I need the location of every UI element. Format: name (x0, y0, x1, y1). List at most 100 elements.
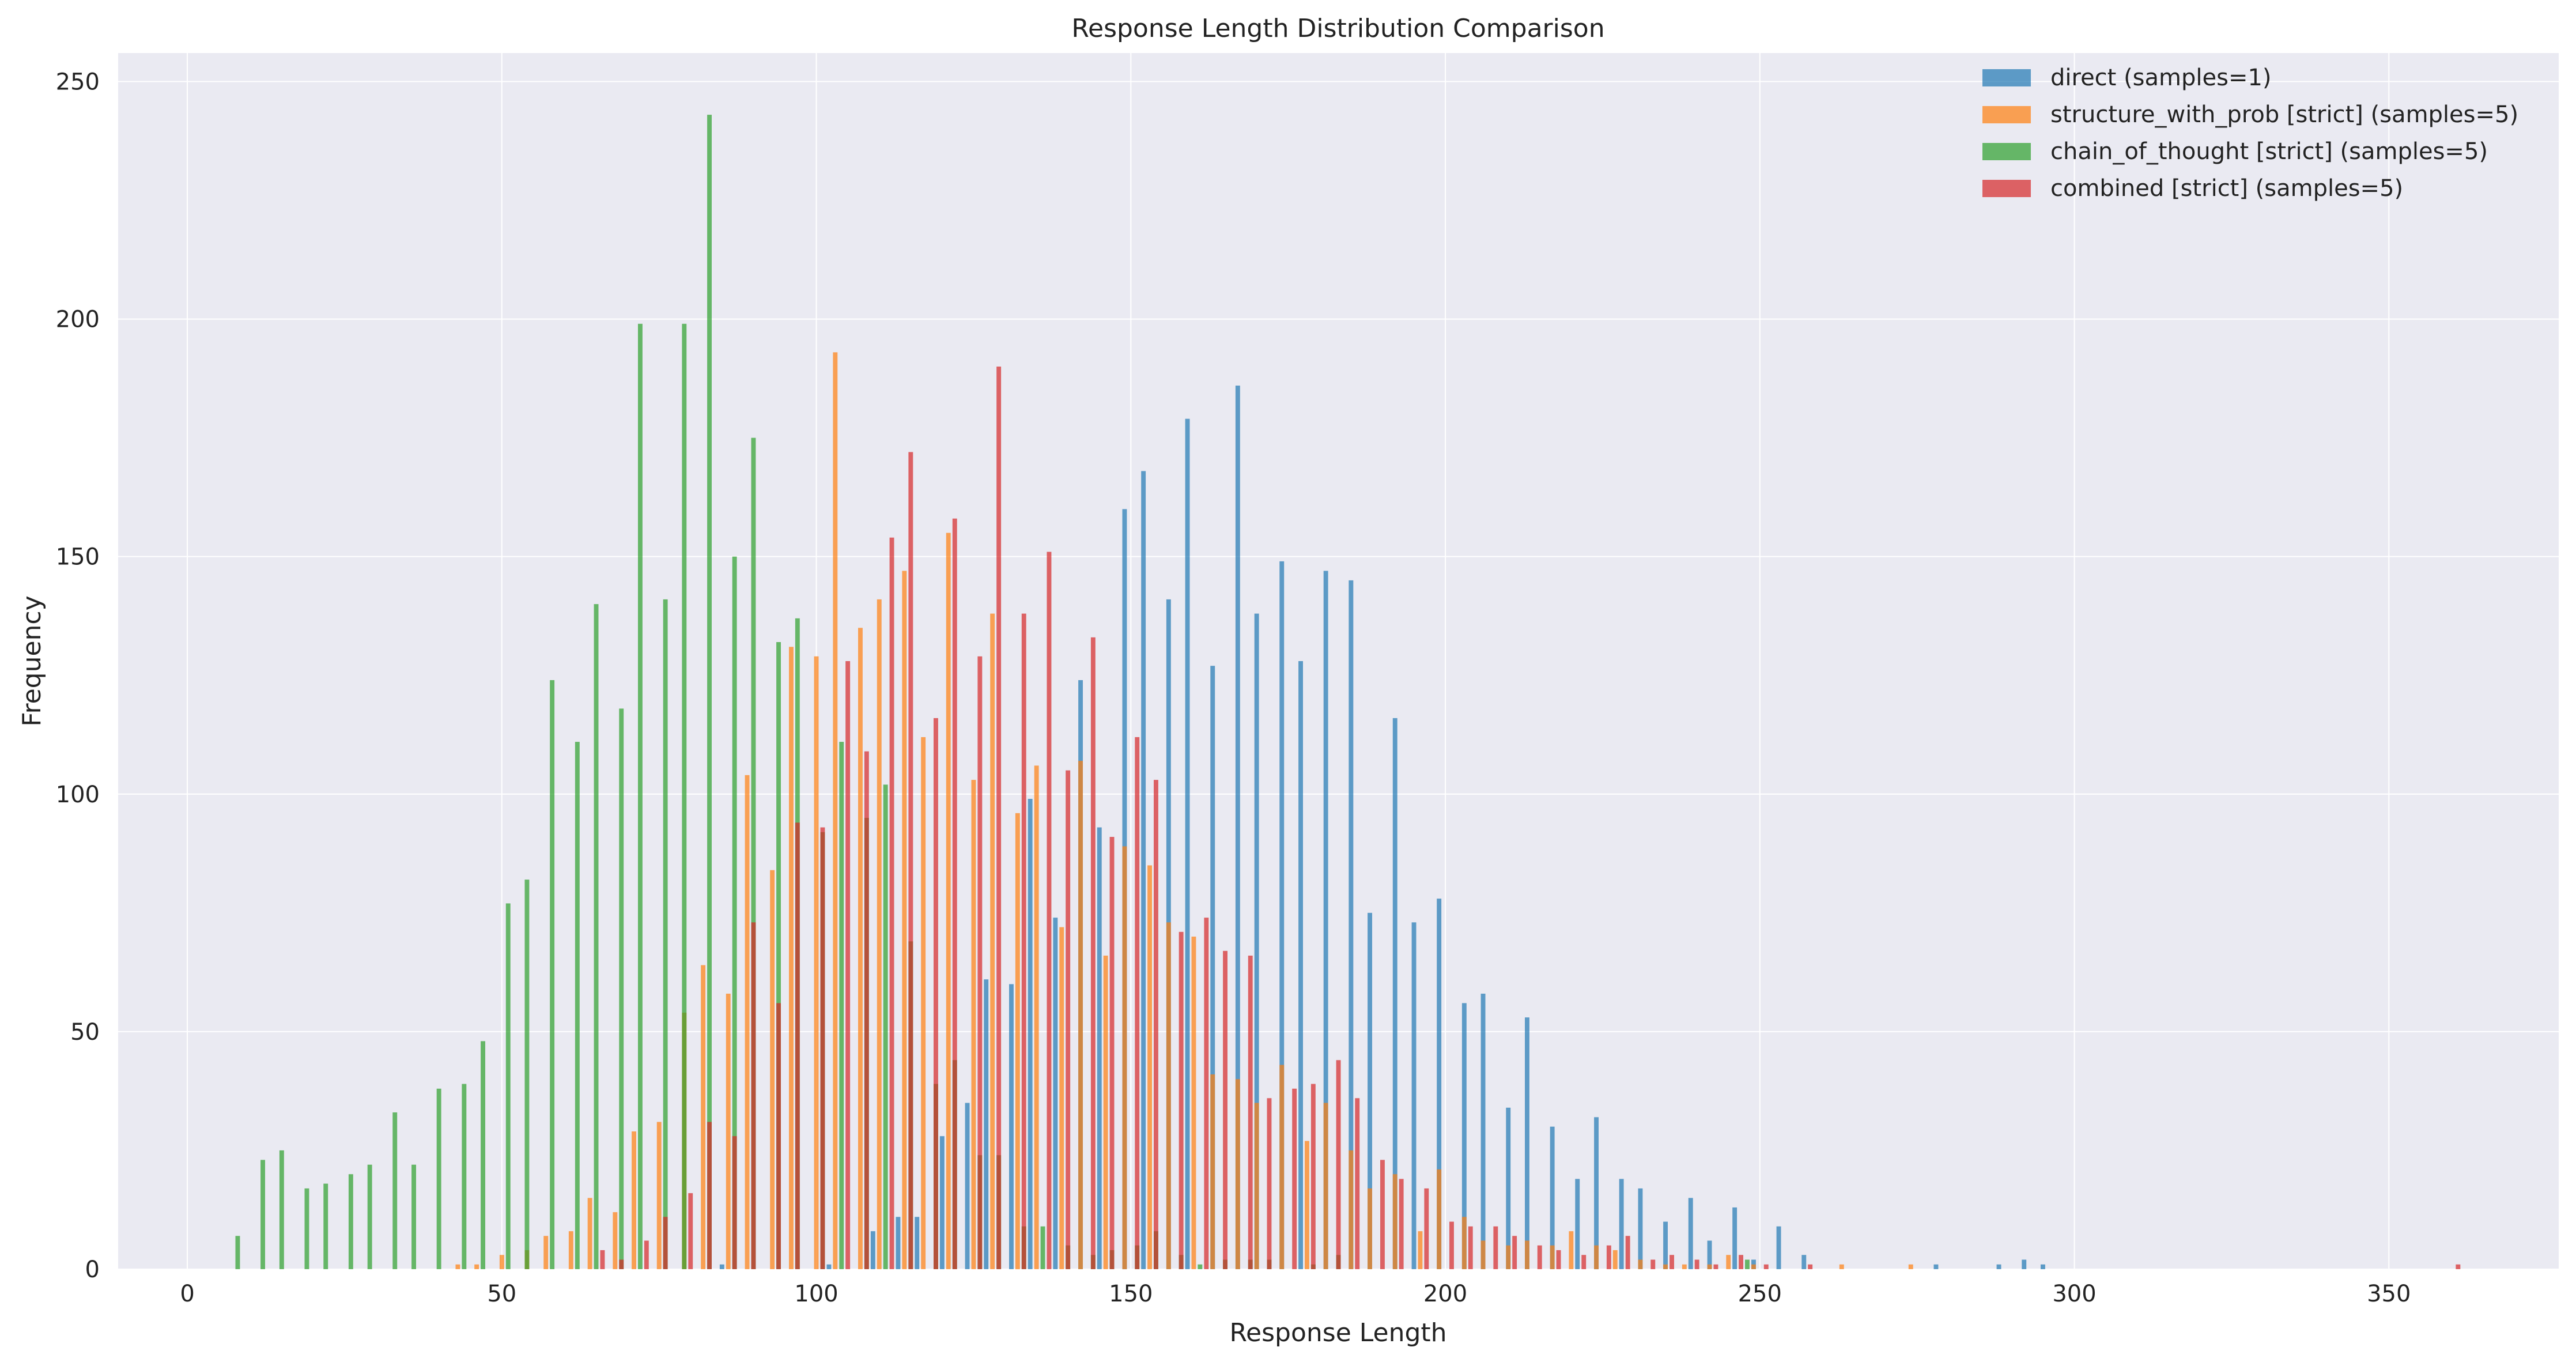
histogram-bar (1550, 1126, 1555, 1269)
histogram-bar (1323, 1103, 1328, 1269)
histogram-bar (663, 1217, 668, 1269)
histogram-bar (1198, 1264, 1203, 1269)
histogram-bar (1015, 813, 1020, 1270)
x-tick-label: 0 (180, 1281, 194, 1307)
histogram-bar (707, 115, 712, 1270)
histogram-bar (1349, 580, 1354, 1269)
histogram-bar (367, 1164, 372, 1269)
histogram-bar (1166, 922, 1171, 1269)
histogram-bar (619, 708, 624, 1269)
histogram-bar (1254, 1103, 1259, 1269)
bars-layer (235, 115, 2461, 1270)
x-tick-label: 50 (487, 1281, 516, 1307)
histogram-bar (732, 1136, 737, 1269)
histogram-bar (902, 571, 907, 1269)
histogram-bar (1713, 1264, 1718, 1269)
histogram-bar (2041, 1264, 2045, 1269)
histogram-bar (1625, 1236, 1630, 1269)
histogram-bar (1638, 1188, 1643, 1269)
histogram-bar (1009, 984, 1014, 1269)
histogram-bar (1763, 1264, 1769, 1269)
histogram-bar (474, 1264, 479, 1269)
y-tick-label: 150 (56, 544, 100, 571)
histogram-bar (1751, 1259, 1756, 1269)
histogram-bar (1310, 1084, 1316, 1269)
histogram-bar (1612, 1250, 1618, 1269)
histogram-bar (1185, 418, 1190, 1269)
histogram-bar (2022, 1259, 2027, 1269)
histogram-bar (524, 880, 530, 1269)
histogram-bar (1726, 1255, 1731, 1269)
histogram-bar (921, 737, 926, 1269)
y-axis-label: Frequency (17, 595, 47, 726)
histogram-bar (990, 613, 995, 1269)
histogram-bar (1594, 1117, 1599, 1270)
histogram-bar (1707, 1240, 1712, 1269)
histogram-bar (323, 1183, 328, 1269)
legend-swatch (1982, 106, 2031, 123)
histogram-bar (1399, 1179, 1404, 1269)
histogram-bar (795, 822, 800, 1269)
histogram-bar (1707, 1264, 1712, 1269)
histogram-bar (1210, 1074, 1215, 1269)
histogram-bar (908, 452, 913, 1269)
legend-swatch (1982, 143, 2031, 160)
histogram-bar (1392, 1174, 1397, 1269)
histogram-bar (845, 661, 851, 1269)
histogram-bar (1996, 1264, 2001, 1269)
x-tick-label: 350 (2367, 1281, 2411, 1307)
histogram-bar (1663, 1221, 1668, 1269)
histogram-bar (1053, 918, 1058, 1269)
histogram-bar (1090, 637, 1096, 1269)
histogram-bar (1808, 1264, 1813, 1269)
legend-label: chain_of_thought [strict] (samples=5) (2050, 138, 2488, 165)
y-tick-labels: 0 50 100 150 200 250 (56, 69, 100, 1283)
histogram-bar (1745, 1259, 1750, 1269)
histogram-bar (1248, 956, 1253, 1269)
x-tick-label: 100 (794, 1281, 838, 1307)
legend-label: structure_with_prob [strict] (samples=5) (2050, 101, 2518, 128)
legend-label: direct (samples=1) (2050, 65, 2272, 91)
histogram-bar (663, 599, 668, 1269)
histogram-bar (1575, 1179, 1580, 1269)
histogram-bar (594, 604, 599, 1269)
histogram-bar (1392, 718, 1397, 1269)
histogram-bar (1411, 922, 1417, 1269)
legend: direct (samples=1) structure_with_prob [s… (1982, 65, 2518, 202)
histogram-bar (1380, 1160, 1385, 1269)
y-tick-label: 50 (70, 1019, 100, 1046)
legend-swatch (1982, 180, 2031, 197)
histogram-bar (619, 1259, 624, 1269)
histogram-bar (1021, 613, 1026, 1269)
histogram-bar (732, 556, 737, 1270)
histogram-bar (1204, 918, 1209, 1269)
histogram-bar (1694, 1259, 1699, 1269)
series-bars (455, 352, 1913, 1270)
histogram-bar (235, 1236, 240, 1269)
histogram-bar (1437, 899, 1442, 1269)
histogram-bar (883, 784, 888, 1269)
histogram-bar (1323, 571, 1328, 1269)
histogram-bar (1210, 666, 1215, 1269)
histogram-bar (499, 1255, 504, 1269)
histogram-bar (877, 599, 882, 1269)
histogram-bar (575, 742, 580, 1269)
histogram-bar (751, 437, 756, 1269)
histogram-bar (392, 1112, 398, 1269)
histogram-bar (1933, 1264, 1939, 1269)
histogram-bar (707, 1122, 712, 1269)
histogram-bar (1298, 661, 1303, 1269)
histogram-bar (1223, 950, 1227, 1269)
histogram-bar (984, 979, 989, 1269)
histogram-bar (946, 533, 951, 1269)
histogram-bar (1619, 1179, 1624, 1269)
histogram-bar (1670, 1255, 1674, 1269)
histogram-bar (1650, 1259, 1656, 1269)
histogram-bar (1191, 937, 1196, 1269)
histogram-bar (348, 1174, 353, 1269)
histogram-bar (411, 1164, 416, 1269)
histogram-bar (745, 775, 750, 1269)
histogram-bar (260, 1160, 265, 1269)
histogram-bar (656, 1122, 662, 1269)
histogram-bar (481, 1041, 485, 1269)
